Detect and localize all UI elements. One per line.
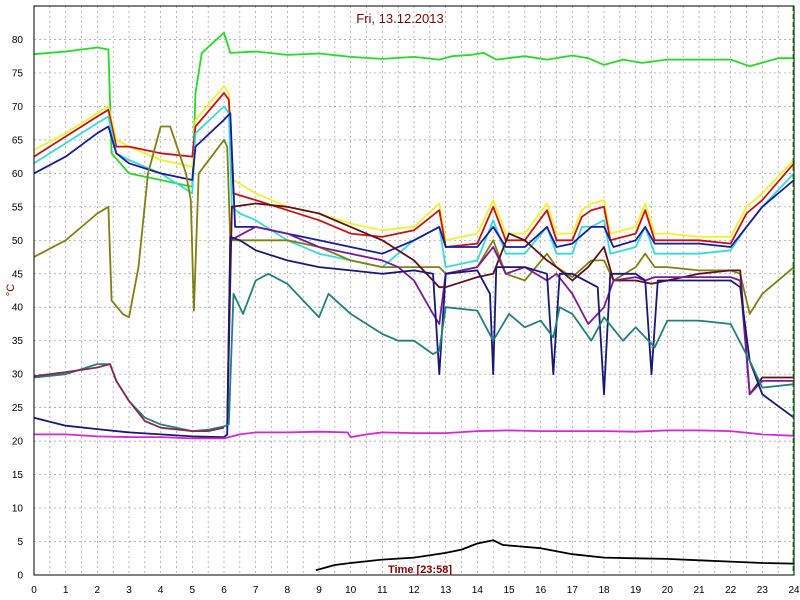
x-tick-label: 16 — [535, 585, 547, 596]
x-tick-label: 11 — [377, 585, 388, 596]
chart-title: Fri, 13.12.2013 — [356, 11, 443, 26]
series-line-4 — [33, 105, 795, 269]
series-line-9 — [33, 235, 795, 439]
y-tick-label: 75 — [12, 68, 24, 79]
x-tick-label: 19 — [630, 585, 642, 596]
y-tick-label: 10 — [12, 504, 24, 515]
x-tick-label: 23 — [757, 585, 769, 596]
y-tick-label: 40 — [12, 303, 24, 314]
series-line-11 — [33, 363, 225, 433]
x-tick-label: 9 — [316, 585, 322, 596]
y-tick-label: 55 — [12, 202, 24, 213]
x-axis-label: Time [23:58] — [388, 564, 452, 576]
series-line-8 — [226, 225, 794, 428]
x-tick-label: 6 — [221, 585, 227, 596]
y-tick-label: 65 — [12, 135, 24, 146]
series-line-2 — [33, 85, 795, 242]
x-tick-label: 22 — [725, 585, 737, 596]
x-tick-label: 21 — [693, 585, 705, 596]
y-tick-label: 30 — [12, 370, 24, 381]
series-line-7 — [226, 202, 794, 428]
y-tick-label: 45 — [12, 269, 24, 280]
plot-frame — [33, 5, 795, 576]
y-tick-label: 70 — [12, 102, 24, 113]
y-tick-label: 15 — [12, 470, 24, 481]
series-line-1 — [33, 31, 794, 188]
y-tick-label: 0 — [17, 571, 23, 582]
x-tick-label: 20 — [662, 585, 674, 596]
series-line-13 — [315, 539, 795, 572]
x-tick-label: 17 — [567, 585, 579, 596]
x-tick-label: 15 — [503, 585, 515, 596]
y-tick-label: 60 — [12, 169, 24, 180]
series-line-5 — [33, 112, 795, 255]
y-tick-label: 20 — [12, 437, 24, 448]
y-axis-label: °C — [5, 284, 17, 296]
x-tick-label: 3 — [126, 585, 132, 596]
x-tick-label: 18 — [598, 585, 610, 596]
x-tick-label: 7 — [253, 585, 259, 596]
series-line-3 — [33, 92, 795, 248]
x-tick-label: 12 — [408, 585, 420, 596]
x-tick-label: 13 — [440, 585, 452, 596]
series-line-10 — [33, 272, 795, 433]
x-tick-label: 2 — [95, 585, 101, 596]
y-tick-label: 5 — [17, 537, 23, 548]
x-tick-label: 1 — [63, 585, 69, 596]
x-tick-label: 24 — [788, 585, 800, 596]
y-tick-label: 25 — [12, 403, 24, 414]
y-tick-label: 50 — [12, 236, 24, 247]
x-tick-label: 14 — [472, 585, 484, 596]
y-axis-ticks: 0 5 10 15 20 25 30 35 40 45 50 55 60 65 70 75 80 — [12, 35, 24, 582]
y-tick-label: 80 — [12, 35, 24, 46]
x-tick-label: 5 — [190, 585, 196, 596]
series-line-12 — [34, 429, 795, 440]
y-tick-label: 35 — [12, 336, 24, 347]
x-tick-label: 4 — [158, 585, 164, 596]
x-tick-label: 0 — [31, 585, 37, 596]
plot-background — [34, 6, 794, 575]
series-layer — [33, 31, 795, 572]
x-axis-ticks: 0 1 2 3 4 5 6 7 8 9 10 11 12 13 14 15 16 17 18 19 20 21 22 23 24 — [31, 585, 800, 596]
x-tick-label: 10 — [345, 585, 357, 596]
x-tick-label: 8 — [285, 585, 291, 596]
